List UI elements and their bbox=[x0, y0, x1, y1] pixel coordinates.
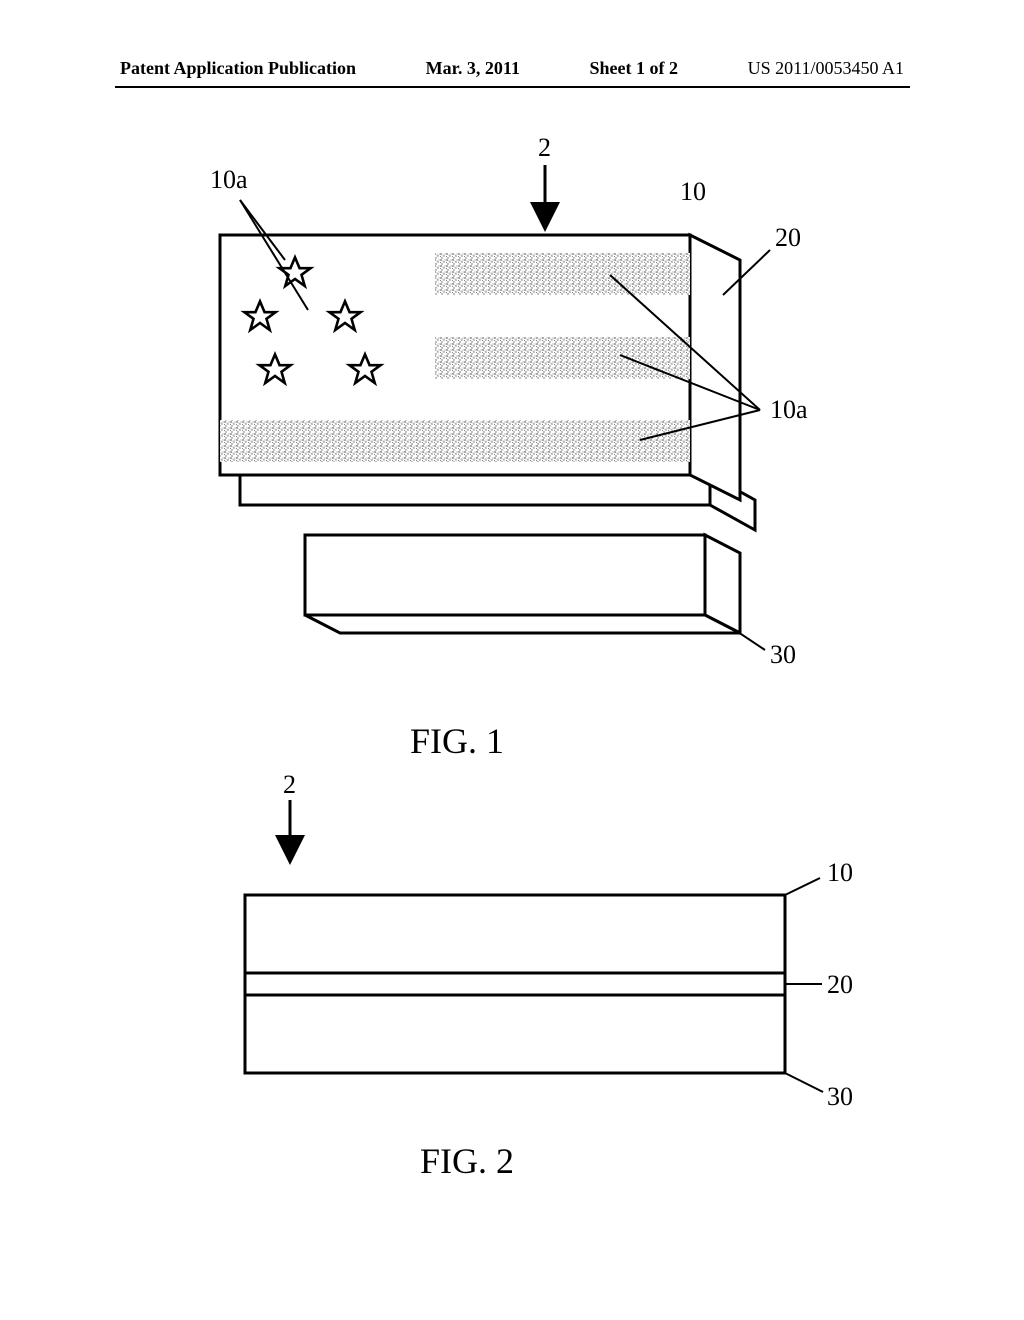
fig2-layer-10 bbox=[245, 895, 785, 973]
fig1-ref-10: 10 bbox=[680, 177, 706, 207]
fig1-ref-10a-right: 10a bbox=[770, 395, 808, 425]
fig1-ref-2: 2 bbox=[538, 133, 551, 163]
publication-date: Mar. 3, 2011 bbox=[426, 58, 520, 79]
fig2-ref-30: 30 bbox=[827, 1082, 853, 1112]
figure-2-label: FIG. 2 bbox=[420, 1140, 514, 1182]
layer-10-flag bbox=[220, 235, 740, 500]
fig2-ref-10: 10 bbox=[827, 858, 853, 888]
figure-2: 2 10 20 30 bbox=[215, 790, 865, 1140]
document-number: US 2011/0053450 A1 bbox=[748, 58, 904, 79]
figure-1-svg bbox=[200, 145, 850, 715]
fig2-ref-2: 2 bbox=[283, 770, 296, 800]
layer-20 bbox=[240, 475, 755, 530]
page-header: Patent Application Publication Mar. 3, 2… bbox=[0, 58, 1024, 79]
header-rule bbox=[115, 86, 910, 88]
fig2-layer-20 bbox=[245, 973, 785, 995]
fig1-ref-30: 30 bbox=[770, 640, 796, 670]
layer-30 bbox=[305, 535, 740, 633]
publication-label: Patent Application Publication bbox=[120, 58, 356, 79]
figure-2-svg bbox=[215, 790, 865, 1140]
fig1-ref-10a-left: 10a bbox=[210, 165, 248, 195]
fig2-ref-20: 20 bbox=[827, 970, 853, 1000]
fig2-layer-30 bbox=[245, 995, 785, 1073]
sheet-number: Sheet 1 of 2 bbox=[590, 58, 679, 79]
figure-1: 10a 2 10 20 10a 30 bbox=[200, 145, 850, 715]
fig1-ref-20: 20 bbox=[775, 223, 801, 253]
figure-1-label: FIG. 1 bbox=[410, 720, 504, 762]
